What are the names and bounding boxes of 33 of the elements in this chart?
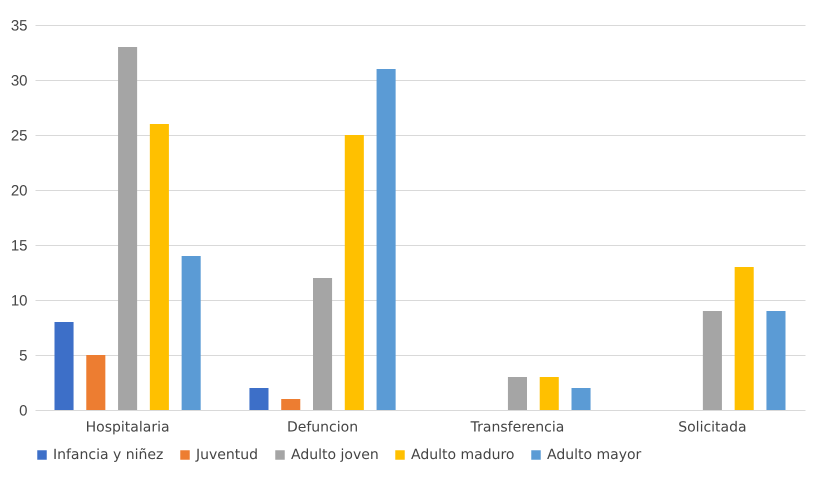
legend-label: Juventud [195, 447, 258, 463]
y-tick-label: 30 [10, 72, 28, 90]
y-tick-label: 25 [10, 128, 28, 144]
bar [182, 256, 201, 410]
y-tick-label: 20 [10, 182, 28, 200]
bar [508, 377, 528, 410]
bar [766, 311, 786, 410]
bar [344, 135, 364, 410]
bar [540, 377, 559, 410]
bar [86, 355, 106, 410]
y-tick-label: 0 [19, 402, 28, 420]
bar [118, 47, 138, 410]
y-tick-label: 35 [10, 18, 28, 34]
x-tick-label: Hospitalaria [86, 420, 170, 436]
bar [376, 69, 396, 410]
bar [54, 322, 74, 410]
bar [249, 388, 268, 410]
y-tick-label: 10 [10, 292, 28, 310]
x-tick-label: Defuncion [286, 420, 358, 436]
bar [281, 399, 300, 410]
bar [734, 267, 754, 410]
x-tick-label: Solicitada [678, 420, 747, 436]
y-tick-label: 5 [19, 348, 28, 364]
legend-label: Adulto mayor [547, 447, 642, 463]
legend-label: Adulto maduro [411, 447, 514, 463]
legend-label: Infancia y niñez [53, 447, 164, 463]
legend-label: Adulto joven [291, 447, 379, 463]
x-tick-label: Transferencia [470, 420, 564, 436]
bar [702, 311, 722, 410]
y-tick-label: 15 [10, 238, 28, 254]
bar [572, 388, 591, 410]
bar [312, 278, 332, 410]
bar [150, 124, 169, 410]
